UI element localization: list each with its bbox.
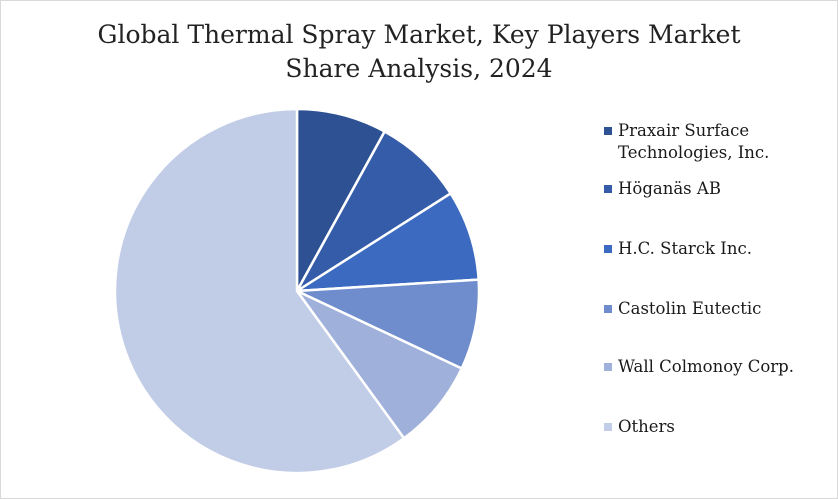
legend-label-line: Castolin Eutectic	[618, 299, 762, 318]
pie-slice-castolin-eutectic	[295, 278, 481, 370]
pie-slice-wall-colmonoy-corp	[295, 289, 463, 440]
legend-swatch	[604, 185, 612, 193]
pie-slice-praxair-surface-technologies-inc	[295, 107, 386, 293]
legend-label: Praxair Surface Technologies, Inc.	[618, 120, 828, 164]
pie-slice-h-c-starck-inc	[295, 192, 480, 293]
chart-title: Global Thermal Spray Market, Key Players…	[0, 18, 838, 86]
legend-label-line: Wall Colmonoy Corp.	[618, 357, 794, 376]
legend-label-line: Praxair Surface	[618, 121, 750, 140]
legend-label: H.C. Starck Inc.	[618, 238, 828, 260]
pie-slice-others	[113, 107, 406, 475]
legend-label: Castolin Eutectic	[618, 298, 828, 320]
legend-label: Höganäs AB	[618, 178, 828, 200]
legend-swatch	[604, 363, 612, 371]
chart-title-line-2: Share Analysis, 2024	[285, 54, 553, 83]
pie-slice-h-gan-s-ab	[295, 130, 452, 293]
chart-title-line-1: Global Thermal Spray Market, Key Players…	[97, 20, 741, 49]
legend-swatch	[604, 305, 612, 313]
legend-swatch	[604, 245, 612, 253]
legend-label-line: Technologies, Inc.	[618, 143, 770, 162]
legend-swatch	[604, 423, 612, 431]
legend-label: Others	[618, 416, 828, 438]
legend-label: Wall Colmonoy Corp.	[618, 356, 828, 378]
legend-label-line: H.C. Starck Inc.	[618, 239, 752, 258]
legend-label-line: Höganäs AB	[618, 179, 721, 198]
legend-label-line: Others	[618, 417, 675, 436]
legend-swatch	[604, 127, 612, 135]
